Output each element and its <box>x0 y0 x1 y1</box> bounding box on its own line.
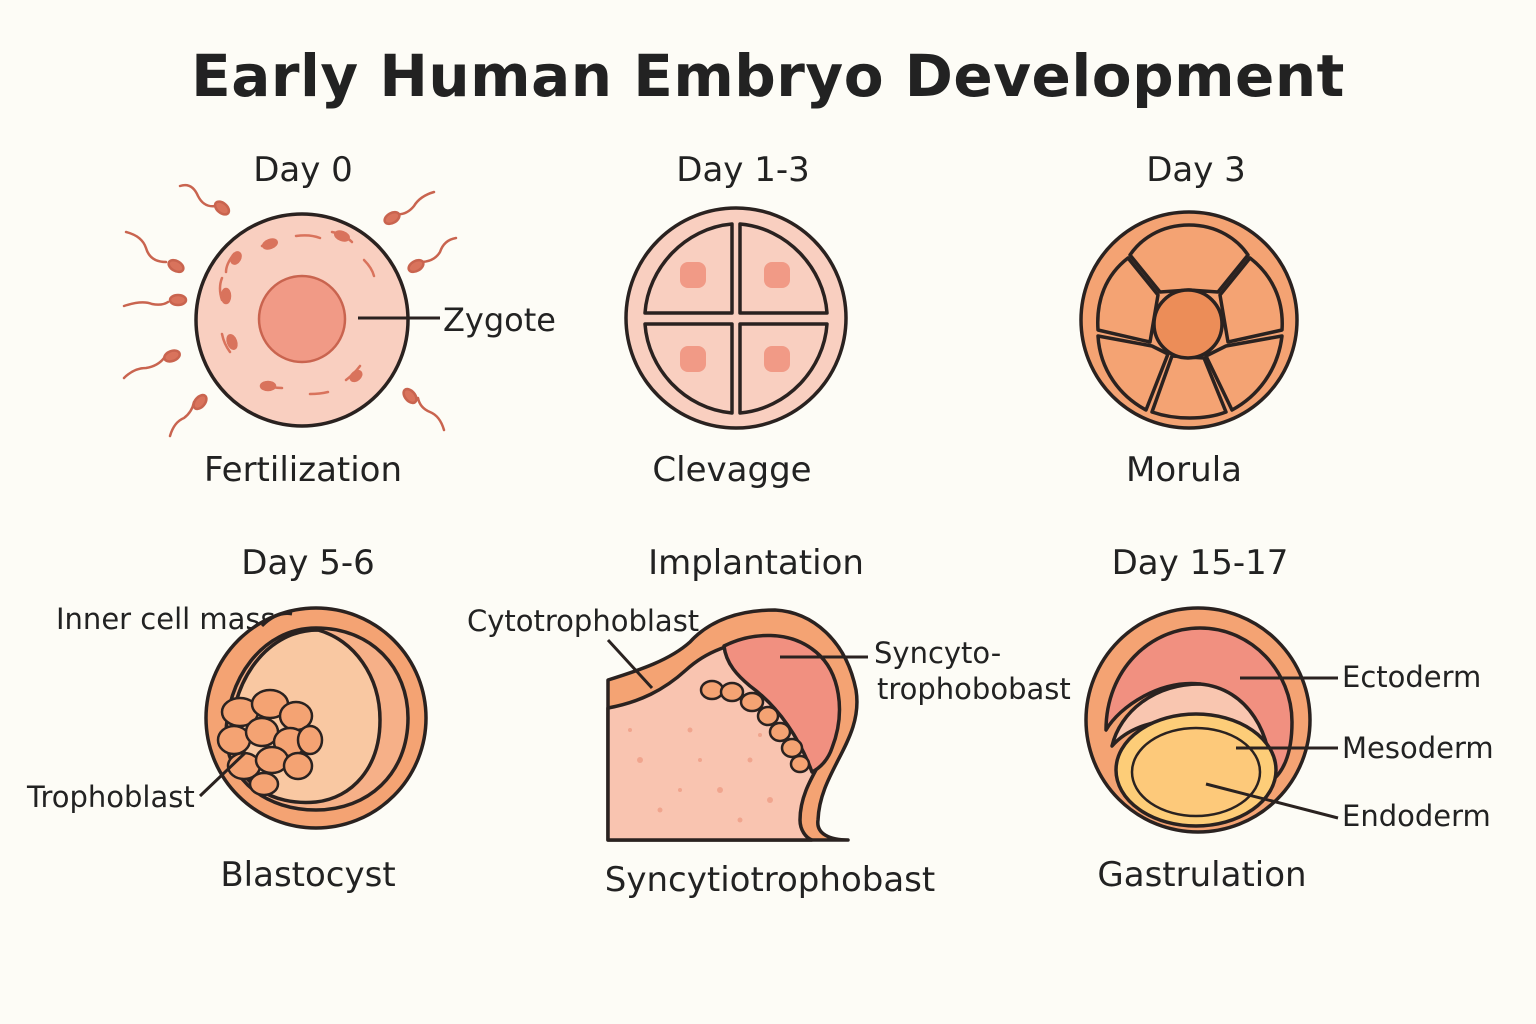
label-zygote: Zygote <box>443 301 556 339</box>
day-label-implantation: Implantation <box>648 543 864 583</box>
cleavage-nuclei <box>680 262 790 372</box>
label-inner-cell-mass: Inner cell mass <box>56 602 276 636</box>
endoderm-pointer-line <box>1205 782 1339 820</box>
day-label-cleavage: Day 1-3 <box>676 150 810 190</box>
syncytiotrophoblast-region <box>722 633 842 774</box>
gastrulation-illustration <box>1084 606 1312 834</box>
cytotrophoblast-cells <box>699 679 811 774</box>
zygote-nucleus <box>257 274 347 364</box>
stage-name-fertilization: Fertilization <box>203 450 403 490</box>
label-endoderm: Endoderm <box>1342 799 1491 833</box>
stage-name-cleavage: Clevagge <box>652 450 812 490</box>
day-label-gastrulation: Day 15-17 <box>1111 543 1289 583</box>
label-ectoderm: Ectoderm <box>1342 660 1482 694</box>
label-syncyto: Syncyto- <box>874 636 1002 670</box>
morula-cell-right <box>1218 256 1284 344</box>
sperm-outer <box>122 183 458 438</box>
stage-name-implantation: Syncytiotrophobast <box>604 860 936 900</box>
endoderm-inner <box>1130 726 1262 818</box>
inner-cell-mass <box>216 688 324 797</box>
morula-cell-lower-right <box>1204 334 1284 412</box>
diagram-title: Early Human Embryo Development <box>191 42 1345 110</box>
day-label-blastocyst: Day 5-6 <box>241 543 375 583</box>
tissue-speckles <box>628 727 773 823</box>
day-label-fertilization: Day 0 <box>253 150 353 190</box>
morula-cell-lower-left <box>1096 334 1170 412</box>
cytotrophoblast-pointer-line <box>606 638 654 690</box>
zygote-illustration <box>194 212 410 428</box>
inner-cell-mass-pointer-line <box>260 612 293 628</box>
morula-cell-left <box>1096 256 1160 344</box>
morula-cell-bottom <box>1150 354 1228 420</box>
cleavage-illustration <box>624 206 848 430</box>
stage-name-gastrulation: Gastrulation <box>1097 855 1307 895</box>
label-cytotrophoblast: Cytotrophoblast <box>467 604 700 638</box>
trophoblast-pointer-line <box>198 750 248 798</box>
label-mesoderm: Mesoderm <box>1342 731 1494 765</box>
label-trophobobast: trophobobast <box>877 672 1071 706</box>
stage-name-blastocyst: Blastocyst <box>220 855 396 895</box>
sperm-inner-ring <box>218 230 376 396</box>
morula-center-cell <box>1152 288 1224 360</box>
implantation-illustration <box>606 608 859 842</box>
stage-name-morula: Morula <box>1126 450 1242 490</box>
cleavage-zona <box>624 206 848 430</box>
label-trophoblast: Trophoblast <box>27 780 195 814</box>
day-label-morula: Day 3 <box>1146 150 1246 190</box>
morula-illustration <box>1079 210 1299 430</box>
